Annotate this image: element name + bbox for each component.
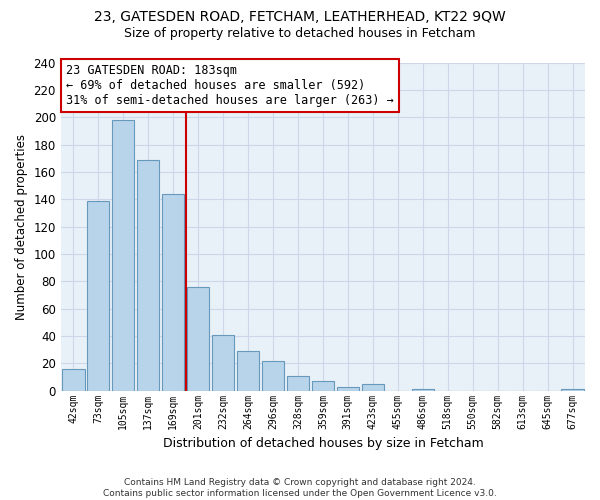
Bar (87, 200, 109, 390)
Bar (212, 334, 234, 390)
Bar (112, 120, 134, 390)
Bar (337, 386, 359, 390)
Bar (237, 351, 259, 391)
Y-axis label: Number of detached properties: Number of detached properties (15, 134, 28, 320)
Bar (137, 160, 160, 390)
Bar (287, 376, 309, 390)
Text: 23, GATESDEN ROAD, FETCHAM, LEATHERHEAD, KT22 9QW: 23, GATESDEN ROAD, FETCHAM, LEATHERHEAD,… (94, 10, 506, 24)
Bar (262, 360, 284, 390)
Bar (62, 369, 85, 390)
Bar (362, 384, 384, 390)
Bar (162, 194, 184, 390)
Bar (187, 286, 209, 391)
Text: Contains HM Land Registry data © Crown copyright and database right 2024.
Contai: Contains HM Land Registry data © Crown c… (103, 478, 497, 498)
Text: Size of property relative to detached houses in Fetcham: Size of property relative to detached ho… (124, 28, 476, 40)
Bar (311, 381, 334, 390)
Text: 23 GATESDEN ROAD: 183sqm
← 69% of detached houses are smaller (592)
31% of semi-: 23 GATESDEN ROAD: 183sqm ← 69% of detach… (66, 64, 394, 107)
X-axis label: Distribution of detached houses by size in Fetcham: Distribution of detached houses by size … (163, 437, 483, 450)
